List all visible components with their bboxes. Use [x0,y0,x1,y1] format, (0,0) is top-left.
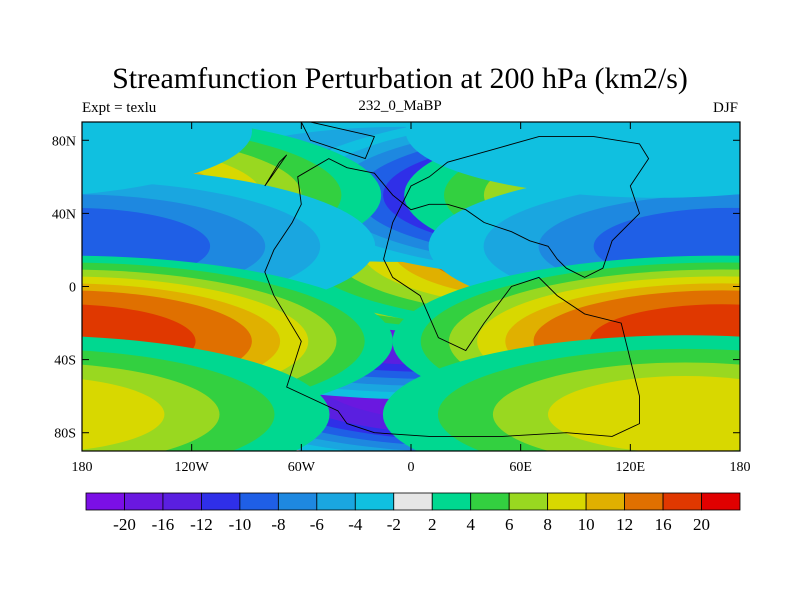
lat-tick-label: 40S [54,354,76,369]
field-contour [0,320,42,436]
field-contour [82,122,252,195]
field-contour [0,242,44,386]
colorbar-label: -20 [113,515,136,534]
colorbar-label: -2 [387,515,401,534]
lat-tick-label: 80N [52,134,76,149]
colorbar-label: 4 [466,515,475,534]
field-contour [786,235,800,393]
colorbar-box [201,492,241,511]
field-contour [0,235,72,393]
coastline [300,122,376,160]
field-contour [0,249,16,379]
colorbar-label: 6 [505,515,514,534]
colorbar-box [124,492,164,511]
field-contour [0,314,66,441]
coastlines [264,122,650,437]
colorbar-box [354,492,395,511]
lat-tick-label: 0 [69,281,76,296]
map-axes: 180 120W 60W 0 60E 120E 180 80N 40N 0 40S 80S [52,122,751,475]
colorbar-box [239,492,279,511]
colorbar-label: -4 [348,515,363,534]
colorbar-label: -8 [271,515,285,534]
lon-tick-label: 120W [175,460,210,475]
colorbar-box [316,492,356,511]
lon-tick-label: 180 [730,460,751,475]
colorbar-box [547,492,587,511]
lat-tick-label: 40N [52,207,76,222]
field-contour [0,84,73,215]
field-contour [0,110,33,262]
field-contour [0,166,55,225]
colorbar-box [624,492,664,511]
coastline [264,136,650,437]
coastline [264,154,288,187]
lon-tick-label: 0 [408,460,415,475]
colorbar-label: 2 [428,515,437,534]
case-label: 232_0_MaBP [358,98,442,114]
colorbar-box [701,492,741,511]
experiment-label: Expt = texlu [82,100,157,116]
colorbar-box [470,492,510,511]
colorbar-label: -6 [310,515,324,534]
colorbar-box [393,492,433,511]
field-contour [758,228,800,399]
field-contour [742,162,800,247]
colorbar-box [508,492,549,511]
colorbar-box [662,492,702,511]
lon-tick-label: 60E [509,460,532,475]
plot-title: Streamfunction Perturbation at 200 hPa (… [112,62,688,95]
field-contour [771,110,800,262]
lon-tick-label: 120E [616,460,646,475]
colorbar-label: 16 [655,515,672,534]
colorbar-label: 20 [693,515,710,534]
field-contour [548,376,740,451]
lon-tick-label: 180 [72,460,93,475]
colorbar-box [162,492,202,511]
season-label: DJF [712,100,738,116]
colorbar-box [277,492,318,511]
colorbar-label: -16 [152,515,175,534]
field-contour [82,379,165,450]
field-contour [405,122,740,198]
colorbar-label: 10 [578,515,595,534]
field-contour [0,219,43,281]
field-contour [756,307,800,376]
colorbar-box [431,492,472,511]
colorbar: -20 -16 -12 -10 -8 -6 -4 -2 2 4 6 8 10 12 16 20 [85,492,741,534]
lat-tick-label: 80S [54,427,76,442]
colorbar-label: 12 [616,515,633,534]
lon-tick-label: 60W [288,460,316,475]
colorbar-label: -10 [229,515,252,534]
field-contour [0,97,18,201]
streamfunction-field [0,84,800,451]
colorbar-box [85,492,125,511]
colorbar-label: -12 [190,515,213,534]
field-contour [0,204,31,296]
colorbar-label: 8 [543,515,552,534]
colorbar-box [585,492,625,511]
